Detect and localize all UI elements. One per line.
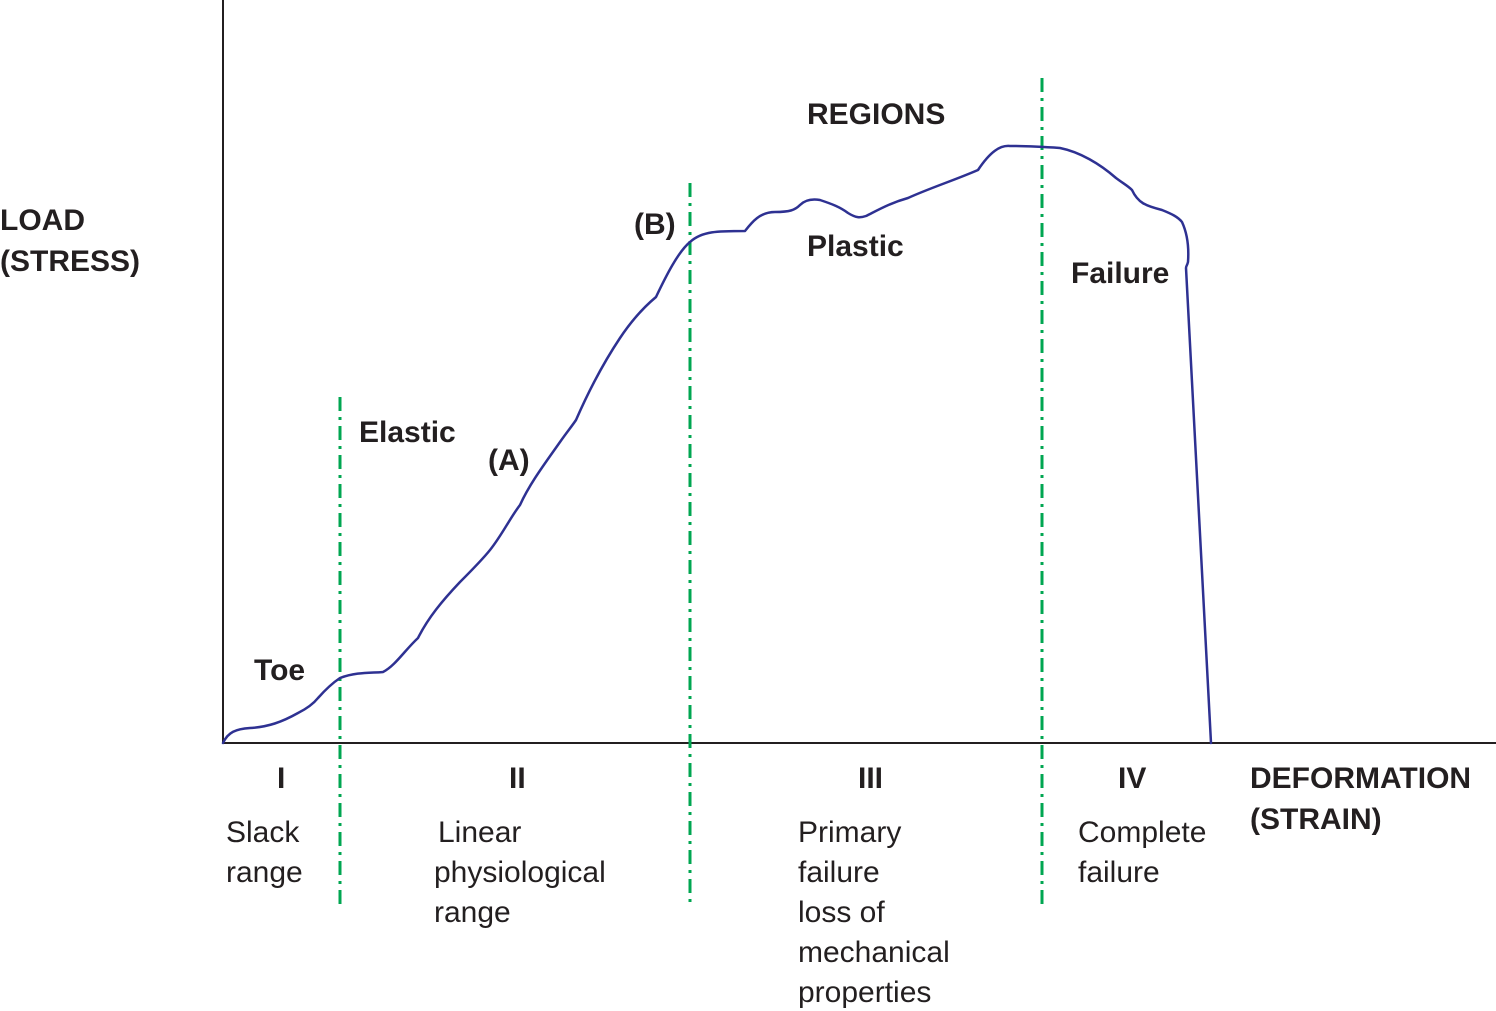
point-b-label: (B) <box>634 208 676 241</box>
region-1-description: Slack range <box>226 816 303 889</box>
plastic-label: Plastic <box>807 230 904 263</box>
region-4-description: Complete failure <box>1078 816 1207 889</box>
elastic-label: Elastic <box>359 416 456 449</box>
region-4-numeral: IV <box>1118 762 1147 795</box>
region-1-numeral: I <box>277 762 286 795</box>
region-3-numeral: III <box>858 762 884 795</box>
y-axis-label: LOAD (STRESS) <box>0 204 141 278</box>
stress-strain-curve <box>221 144 1213 745</box>
x-axis-label: DEFORMATION (STRAIN) <box>1250 762 1472 836</box>
regions-heading: REGIONS <box>807 98 946 131</box>
toe-label: Toe <box>254 654 306 687</box>
point-a-label: (A) <box>488 444 530 477</box>
region-2-description: Linear physiological range <box>434 816 606 929</box>
failure-label: Failure <box>1071 257 1170 290</box>
region-2-numeral: II <box>509 762 526 795</box>
region-3-description: Primary failure loss of mechanical prope… <box>798 816 950 1009</box>
